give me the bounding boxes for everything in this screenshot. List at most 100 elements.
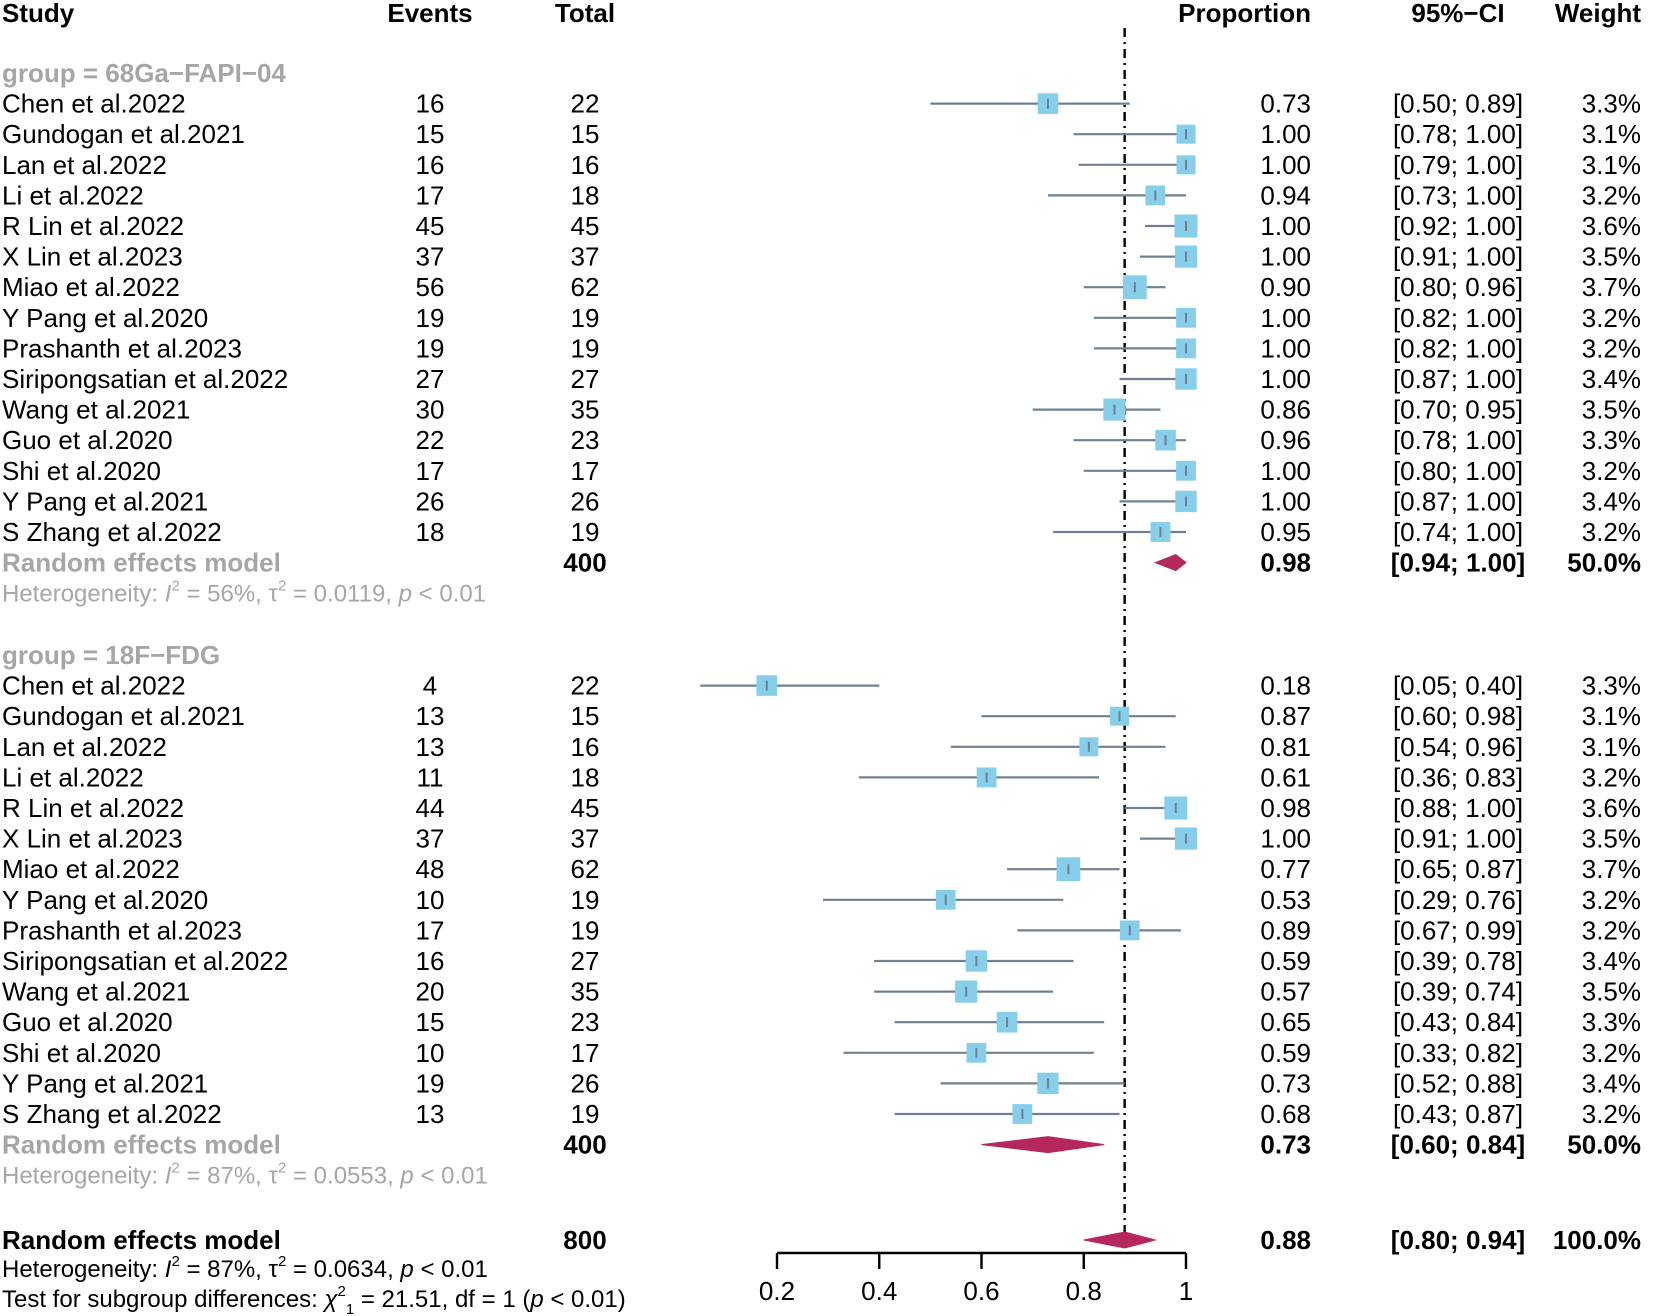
study-weight: 3.2% <box>1582 1099 1641 1129</box>
study-name: Miao et al.2022 <box>2 854 180 884</box>
x-axis-tick-label: 0.6 <box>963 1276 999 1306</box>
study-total: 15 <box>571 701 600 731</box>
study-ci: [0.54; 0.96] <box>1393 732 1523 762</box>
study-total: 26 <box>571 1068 600 1098</box>
study-name: Wang et al.2021 <box>2 977 190 1007</box>
study-ci: [0.88; 1.00] <box>1393 793 1523 823</box>
study-name: Shi et al.2020 <box>2 456 161 486</box>
study-ci: [0.43; 0.84] <box>1393 1007 1523 1037</box>
study-proportion: 0.89 <box>1260 915 1311 945</box>
study-total: 23 <box>571 425 600 455</box>
study-proportion: 1.00 <box>1260 242 1311 272</box>
study-proportion: 1.00 <box>1260 303 1311 333</box>
study-name: Prashanth et al.2023 <box>2 333 242 363</box>
study-events: 20 <box>416 977 445 1007</box>
study-name: S Zhang et al.2022 <box>2 517 222 547</box>
study-events: 13 <box>416 732 445 762</box>
x-axis-tick-label: 0.8 <box>1066 1276 1102 1306</box>
study-events: 10 <box>416 1038 445 1068</box>
x-axis-tick-label: 1 <box>1179 1276 1193 1306</box>
study-weight: 3.2% <box>1582 517 1641 547</box>
study-events: 4 <box>423 671 437 701</box>
study-total: 19 <box>571 915 600 945</box>
header-proportion: Proportion <box>1178 0 1311 28</box>
study-proportion: 0.98 <box>1260 793 1311 823</box>
study-total: 15 <box>571 119 600 149</box>
study-weight: 3.2% <box>1582 915 1641 945</box>
study-proportion: 0.59 <box>1260 1038 1311 1068</box>
header-study: Study <box>2 0 75 28</box>
study-ci: [0.92; 1.00] <box>1393 211 1523 241</box>
subgroup-summary-total: 400 <box>563 1130 606 1160</box>
study-events: 37 <box>416 824 445 854</box>
x-axis-tick-label: 0.4 <box>861 1276 897 1306</box>
study-name: S Zhang et al.2022 <box>2 1099 222 1129</box>
study-events: 16 <box>416 946 445 976</box>
study-name: Li et al.2022 <box>2 180 144 210</box>
overall-diamond <box>1083 1231 1158 1249</box>
study-ci: [0.29; 0.76] <box>1393 885 1523 915</box>
study-name: Gundogan et al.2021 <box>2 119 245 149</box>
header-ci: 95%−CI <box>1411 0 1504 28</box>
subgroup-test: Test for subgroup differences: χ21 = 21.… <box>2 1283 626 1316</box>
study-total: 16 <box>571 732 600 762</box>
subgroup-summary-weight: 50.0% <box>1567 548 1641 578</box>
study-total: 19 <box>571 517 600 547</box>
study-ci: [0.91; 1.00] <box>1393 824 1523 854</box>
header-events: Events <box>387 0 472 28</box>
study-weight: 3.5% <box>1582 824 1641 854</box>
study-name: Siripongsatian et al.2022 <box>2 946 288 976</box>
study-events: 45 <box>416 211 445 241</box>
study-weight: 3.2% <box>1582 180 1641 210</box>
study-events: 30 <box>416 395 445 425</box>
study-name: Y Pang et al.2020 <box>2 885 208 915</box>
study-ci: [0.39; 0.74] <box>1393 977 1523 1007</box>
study-proportion: 0.73 <box>1260 1068 1311 1098</box>
study-ci: [0.87; 1.00] <box>1393 486 1523 516</box>
study-weight: 3.5% <box>1582 977 1641 1007</box>
study-events: 44 <box>416 793 445 823</box>
subgroup-diamond <box>1153 554 1187 572</box>
study-weight: 3.3% <box>1582 671 1641 701</box>
header-weight: Weight <box>1555 0 1642 28</box>
subgroup-summary-ci: [0.60; 0.84] <box>1391 1130 1525 1160</box>
study-proportion: 0.95 <box>1260 517 1311 547</box>
study-proportion: 0.68 <box>1260 1099 1311 1129</box>
study-proportion: 0.57 <box>1260 977 1311 1007</box>
subgroup-summary-weight: 50.0% <box>1567 1130 1641 1160</box>
study-weight: 3.1% <box>1582 150 1641 180</box>
study-proportion: 1.00 <box>1260 364 1311 394</box>
study-weight: 3.7% <box>1582 272 1641 302</box>
study-proportion: 1.00 <box>1260 333 1311 363</box>
study-name: X Lin et al.2023 <box>2 242 183 272</box>
overall-total: 800 <box>563 1225 606 1255</box>
subgroup-summary-label: Random effects model <box>2 548 281 578</box>
study-events: 10 <box>416 885 445 915</box>
study-weight: 3.2% <box>1582 303 1641 333</box>
subgroup-summary-proportion: 0.73 <box>1260 1130 1311 1160</box>
study-weight: 3.1% <box>1582 732 1641 762</box>
study-events: 48 <box>416 854 445 884</box>
study-proportion: 0.77 <box>1260 854 1311 884</box>
study-weight: 3.6% <box>1582 211 1641 241</box>
subgroup-heterogeneity: Heterogeneity: I2 = 56%, τ2 = 0.0119, p … <box>2 578 486 608</box>
study-weight: 3.2% <box>1582 333 1641 363</box>
study-events: 15 <box>416 119 445 149</box>
study-total: 22 <box>571 671 600 701</box>
study-ci: [0.80; 0.96] <box>1393 272 1523 302</box>
study-ci: [0.82; 1.00] <box>1393 333 1523 363</box>
study-name: Guo et al.2020 <box>2 1007 173 1037</box>
study-ci: [0.67; 0.99] <box>1393 915 1523 945</box>
study-weight: 3.1% <box>1582 119 1641 149</box>
study-events: 11 <box>417 762 444 792</box>
study-weight: 3.1% <box>1582 701 1641 731</box>
study-ci: [0.91; 1.00] <box>1393 242 1523 272</box>
study-ci: [0.43; 0.87] <box>1393 1099 1523 1129</box>
study-events: 16 <box>416 89 445 119</box>
study-total: 62 <box>571 854 600 884</box>
study-weight: 3.4% <box>1582 486 1641 516</box>
study-proportion: 0.73 <box>1260 89 1311 119</box>
study-total: 27 <box>571 946 600 976</box>
study-total: 16 <box>571 150 600 180</box>
study-name: Prashanth et al.2023 <box>2 915 242 945</box>
